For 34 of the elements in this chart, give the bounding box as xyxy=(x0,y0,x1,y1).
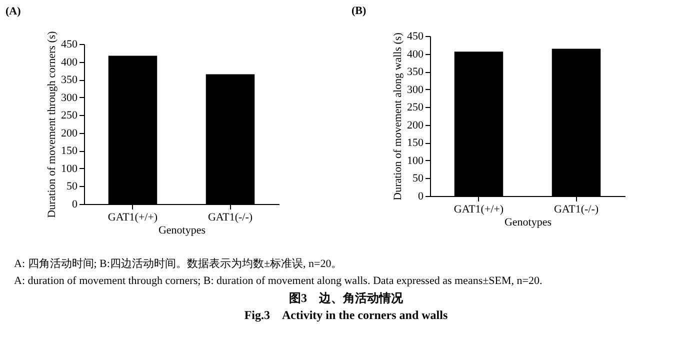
chart-title: (B) xyxy=(352,5,366,17)
text: A: 四角活动时间; B:四边活动时间。数据表示为均数±标准误, n=20。 xyxy=(14,257,344,272)
y-tick-label: 250 xyxy=(61,110,78,122)
y-tick-label: 200 xyxy=(407,119,424,132)
x-tick-label: GAT1(-/-) xyxy=(554,204,599,216)
x-axis-title: Genotypes xyxy=(158,224,206,236)
y-tick-label: 50 xyxy=(66,180,78,193)
y-tick-label: 150 xyxy=(407,137,424,150)
x-tick-label: GAT1(-/-) xyxy=(208,212,253,224)
y-tick-label: 100 xyxy=(407,154,424,167)
y-tick-label: 300 xyxy=(407,84,424,96)
y-tick-label: 100 xyxy=(61,162,78,175)
y-tick-label: 50 xyxy=(412,172,424,185)
y-tick-label: 350 xyxy=(407,66,424,78)
y-tick-label: 400 xyxy=(61,56,78,68)
y-axis-title: Duration of movement through corners (s) xyxy=(46,30,58,218)
x-tick-label: GAT1(+/+) xyxy=(454,204,504,216)
y-tick-label: 450 xyxy=(61,38,78,50)
y-tick-label: 0 xyxy=(72,198,78,210)
y-tick-label: 200 xyxy=(61,127,78,140)
caption: Fig.3 Activity in the corners and walls xyxy=(243,307,449,324)
y-tick-label: 450 xyxy=(407,30,424,42)
caption: 图3 边、角活动情况 xyxy=(288,290,404,307)
y-tick-label: 0 xyxy=(418,190,424,202)
y-tick-label: 400 xyxy=(407,48,424,60)
y-axis-title: Duration of movement along walls (s) xyxy=(392,32,404,200)
text: A: duration of movement through corners; B: duration of movement along walls. Data expressed as means±SEM, n=20. xyxy=(14,274,544,289)
chart-title: (A) xyxy=(6,6,22,18)
y-tick-label: 300 xyxy=(61,92,78,104)
y-tick-label: 350 xyxy=(61,74,78,86)
x-axis-title: Genotypes xyxy=(504,216,552,228)
y-tick-label: 150 xyxy=(61,145,78,158)
y-tick-label: 250 xyxy=(407,102,424,114)
x-tick-label: GAT1(+/+) xyxy=(108,212,158,224)
